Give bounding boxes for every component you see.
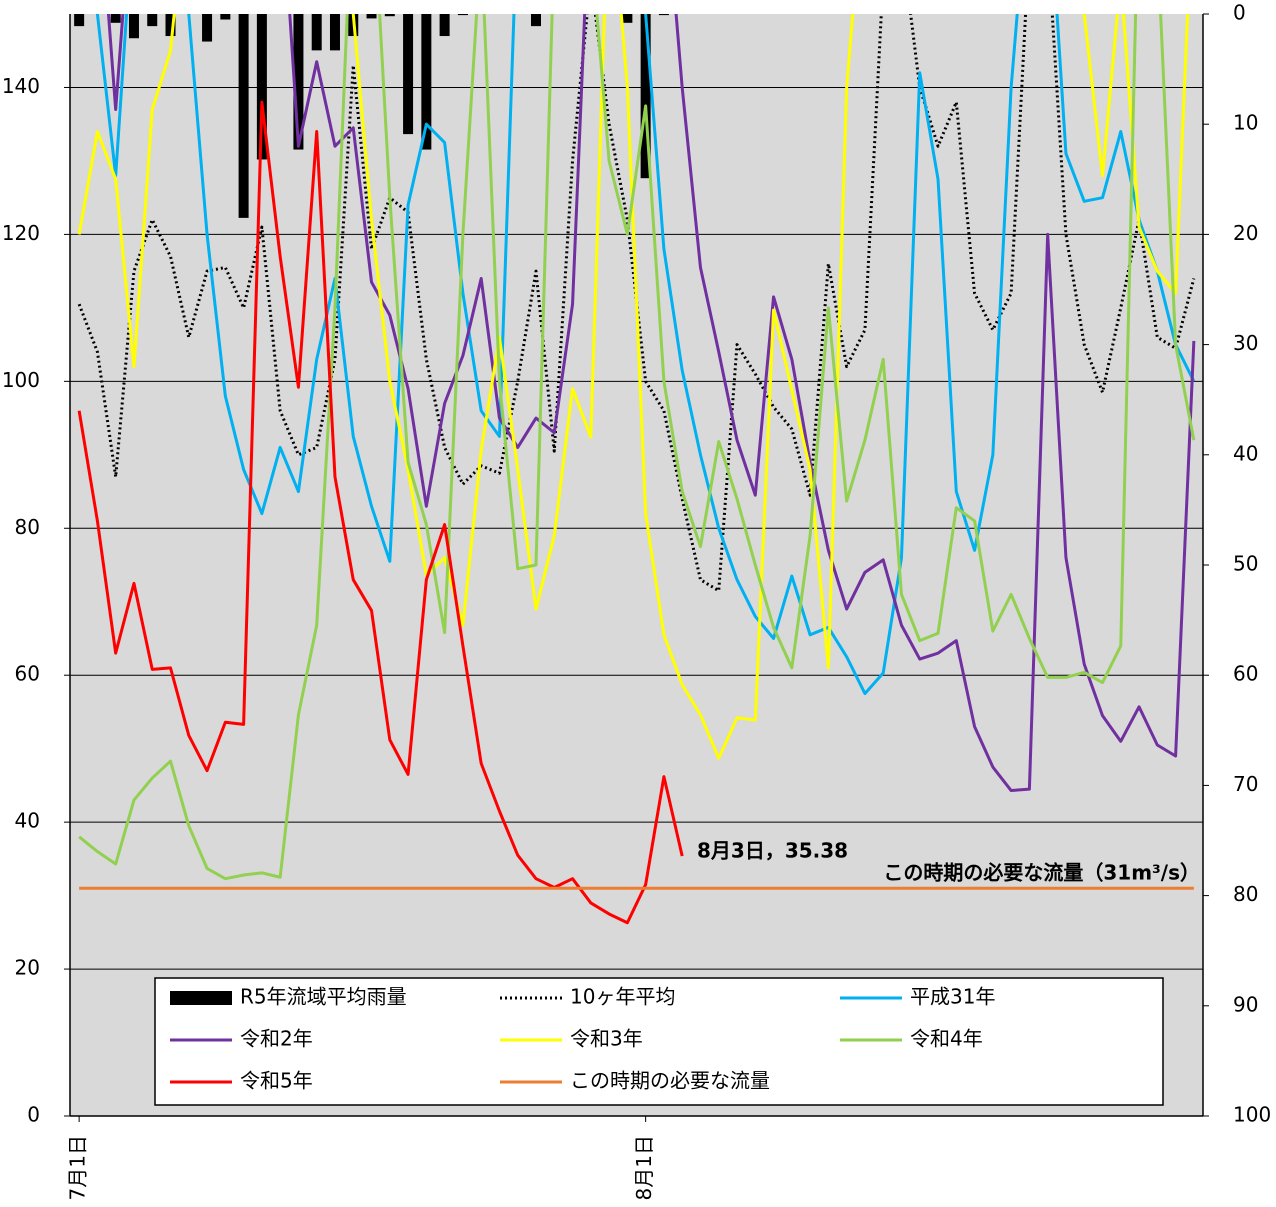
bar: [74, 14, 85, 27]
legend-swatch: [170, 991, 232, 1005]
legend-box: [154, 977, 1164, 1106]
bar: [165, 14, 176, 37]
bar: [256, 14, 267, 160]
annotation: 8月3日，35.38: [697, 839, 848, 863]
lines: [77, 14, 1196, 925]
y2-tick-label: 70: [1233, 772, 1258, 796]
y2-tick-label: 60: [1233, 662, 1258, 686]
y-tick-label: 100: [2, 368, 40, 392]
y-tick-label: 0: [27, 1103, 40, 1127]
legend-label: この時期の必要な流量: [570, 1069, 770, 1093]
bar: [622, 14, 633, 23]
y2-tick-label: 80: [1233, 882, 1258, 906]
x-tick-label: 7月1日: [66, 1135, 90, 1200]
legend-label: 令和2年: [240, 1027, 313, 1051]
bar: [128, 14, 139, 39]
legend-label: 令和4年: [910, 1027, 983, 1051]
y-tick-label: 60: [15, 662, 40, 686]
bar: [530, 14, 541, 27]
legend-label: R5年流域平均雨量: [240, 985, 407, 1009]
y2-tick-label: 90: [1233, 992, 1258, 1016]
y2-tick-label: 30: [1233, 331, 1258, 355]
bar: [329, 14, 340, 51]
annotation: この時期の必要な流量（31m³/s）: [883, 861, 1200, 885]
legend-label: 令和3年: [570, 1027, 643, 1051]
series-line: [77, 100, 684, 925]
bar: [147, 14, 158, 27]
legend-label: 10ヶ年平均: [570, 985, 675, 1009]
bar: [366, 14, 377, 19]
y2-tick-label: 100: [1233, 1103, 1271, 1127]
x-tick-label: 8月1日: [632, 1135, 656, 1200]
y2-tick-label: 10: [1233, 111, 1258, 135]
series-line: [95, 14, 1196, 696]
y2-tick-label: 20: [1233, 221, 1258, 245]
y2-tick-label: 50: [1233, 552, 1258, 576]
bar: [220, 14, 231, 20]
bar: [658, 14, 669, 16]
y-tick-label: 120: [2, 221, 40, 245]
y-tick-label: 140: [2, 74, 40, 98]
y2-tick-label: 0: [1233, 1, 1246, 25]
series-line: [77, 14, 1190, 760]
y-tick-label: 20: [15, 956, 40, 980]
bar: [311, 14, 322, 51]
y2-tick-label: 40: [1233, 441, 1258, 465]
bar: [439, 14, 450, 37]
bar: [421, 14, 432, 150]
y-tick-label: 40: [15, 809, 40, 833]
bar: [640, 14, 651, 179]
bars: [74, 14, 669, 218]
series-line: [106, 14, 1196, 793]
bar: [293, 14, 304, 150]
bar: [384, 14, 395, 17]
bar: [457, 14, 468, 16]
bar: [202, 14, 213, 42]
bar: [238, 14, 249, 218]
y-tick-label: 80: [15, 515, 40, 539]
bar: [403, 14, 414, 135]
series-line: [78, 14, 1196, 881]
legend-label: 令和5年: [240, 1069, 313, 1093]
legend-label: 平成31年: [910, 985, 995, 1009]
series-line: [77, 14, 1196, 593]
bar: [110, 14, 121, 23]
